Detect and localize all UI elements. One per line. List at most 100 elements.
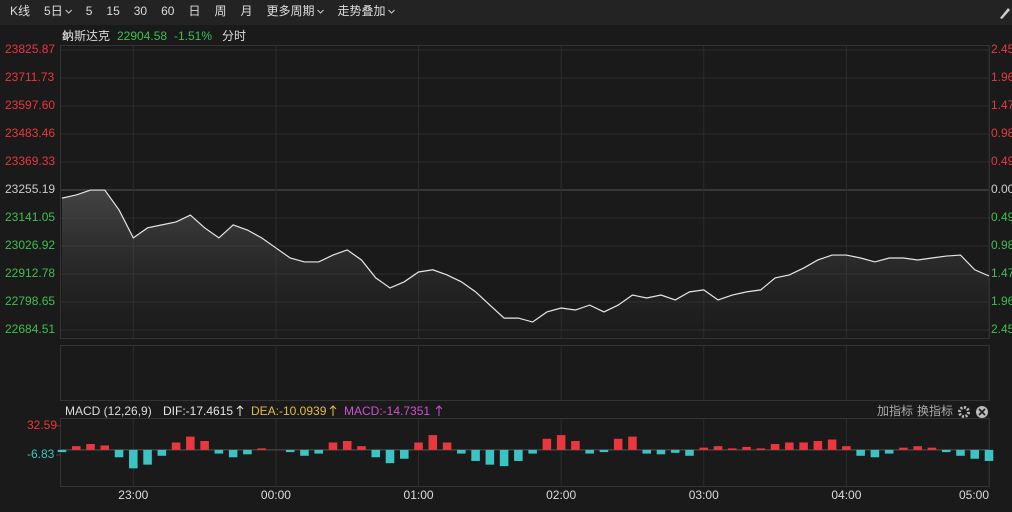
macd-bar	[628, 436, 637, 450]
close-x	[978, 408, 986, 416]
macd-bar	[342, 441, 352, 450]
y2-tick-label: 0.49%	[991, 210, 1012, 224]
toolbar-item[interactable]: 5	[86, 4, 93, 18]
dropdown-chevron	[65, 9, 73, 14]
macd-bar	[799, 442, 808, 450]
macd-bar	[129, 449, 138, 469]
y-tick-label: 23026.92	[5, 238, 55, 252]
quote-price: 22904.58	[117, 29, 167, 43]
toolbar-item[interactable]: 月	[241, 4, 253, 18]
toolbar-item[interactable]: 30	[134, 4, 148, 18]
y2-tick-label: 1.96%	[991, 70, 1012, 84]
y2-tick-label: 0.98%	[991, 126, 1012, 140]
macd-arrow	[435, 405, 443, 416]
dropdown-chevron	[388, 9, 395, 14]
macd-dif: DIF:-17.4615	[163, 404, 233, 418]
macd-bar	[742, 446, 751, 450]
x-tick-label: 23:00	[118, 488, 148, 502]
y-tick-label: 23255.19	[5, 182, 55, 196]
dropdown-chevron	[317, 9, 324, 14]
macd-bar	[357, 446, 366, 450]
toolbar-item[interactable]: 日	[188, 4, 200, 18]
macd-bar	[642, 449, 652, 454]
y2-tick-label: 1.47%	[991, 98, 1012, 112]
toolbar-item[interactable]: 60	[161, 4, 175, 18]
macd-bar	[385, 449, 395, 464]
macd-bar	[471, 449, 480, 461]
macd-bar	[514, 449, 523, 461]
x-tick-label: 05:00	[959, 488, 989, 502]
dea-arrow	[329, 405, 337, 416]
macd-bar	[428, 435, 438, 450]
price-area	[62, 190, 989, 338]
x-tick-label: 03:00	[689, 488, 719, 502]
quote-name: 纳斯达克	[62, 29, 110, 43]
toolbar-item[interactable]: 更多周期	[267, 4, 315, 18]
macd-bar	[200, 441, 209, 450]
macd-macd: MACD:-14.7351	[344, 404, 430, 418]
macd-bar	[143, 449, 152, 465]
toolbar-item[interactable]: K线	[10, 4, 30, 18]
sort-icon: ⇕	[60, 29, 70, 43]
y-tick-label: 23597.60	[5, 98, 55, 112]
macd-bar	[728, 448, 737, 450]
y-tick-label: 23483.46	[5, 126, 55, 140]
x-tick-label: 02:00	[546, 488, 576, 502]
macd-bar	[571, 441, 580, 450]
macd-bar	[257, 448, 266, 450]
y2-tick-label: 1.47%	[991, 266, 1012, 280]
macd-bar	[941, 449, 951, 453]
macd-bar	[870, 449, 880, 458]
macd-bar	[228, 449, 238, 458]
macd-bar	[114, 449, 124, 458]
y-tick-label: 22912.78	[5, 266, 55, 280]
macd-bar	[699, 447, 709, 450]
macd-bar	[86, 443, 95, 450]
macd-bar	[599, 449, 609, 453]
macd-bar	[399, 449, 409, 459]
macd-bar	[842, 446, 851, 450]
toolbar-item[interactable]: 周	[214, 4, 226, 18]
settings-icon[interactable]	[958, 406, 970, 418]
macd-bar	[485, 449, 495, 465]
macd-bar	[984, 449, 994, 461]
toolbar	[0, 0, 1012, 25]
macd-bar	[556, 435, 566, 450]
toolbar-item[interactable]: 5日	[44, 4, 63, 18]
macd-bar	[613, 438, 623, 450]
macd-bar	[956, 449, 965, 456]
toolbar-item[interactable]: 走势叠加	[338, 4, 386, 18]
macd-bar	[585, 449, 594, 454]
macd-bar	[243, 449, 252, 455]
x-tick-label: 04:00	[831, 488, 861, 502]
macd-bar	[57, 449, 67, 453]
switch-indicator[interactable]: 换指标	[917, 403, 953, 418]
quote-mode: 分时	[222, 29, 246, 43]
macd-tick-label: -6.83	[27, 447, 55, 461]
y2-tick-label: 2.45%	[991, 42, 1012, 56]
macd-bar	[314, 449, 323, 454]
macd-bar	[856, 449, 865, 456]
macd-bar	[100, 445, 110, 450]
y-tick-label: 23369.33	[5, 154, 55, 168]
macd-bar	[827, 439, 837, 450]
macd-bar	[300, 449, 309, 456]
y2-tick-label: 0.98%	[991, 238, 1012, 252]
macd-bar	[414, 442, 423, 450]
y-tick-label: 22798.65	[5, 294, 55, 308]
macd-bar	[685, 449, 694, 456]
y-tick-label: 23711.73	[5, 70, 54, 84]
y2-tick-label: 1.96%	[991, 294, 1012, 308]
macd-bar	[285, 449, 295, 453]
macd-bar	[371, 449, 381, 458]
edit-icon[interactable]	[1000, 8, 1010, 19]
macd-bar	[157, 449, 167, 456]
macd-bar	[499, 449, 509, 467]
macd-title: MACD (12,26,9)	[65, 404, 152, 418]
toolbar-item[interactable]: 15	[106, 4, 120, 18]
price-line	[61, 189, 990, 323]
add-indicator[interactable]: 加指标	[877, 403, 913, 418]
macd-bar	[713, 446, 723, 450]
y-tick-label: 23825.87	[5, 42, 55, 56]
